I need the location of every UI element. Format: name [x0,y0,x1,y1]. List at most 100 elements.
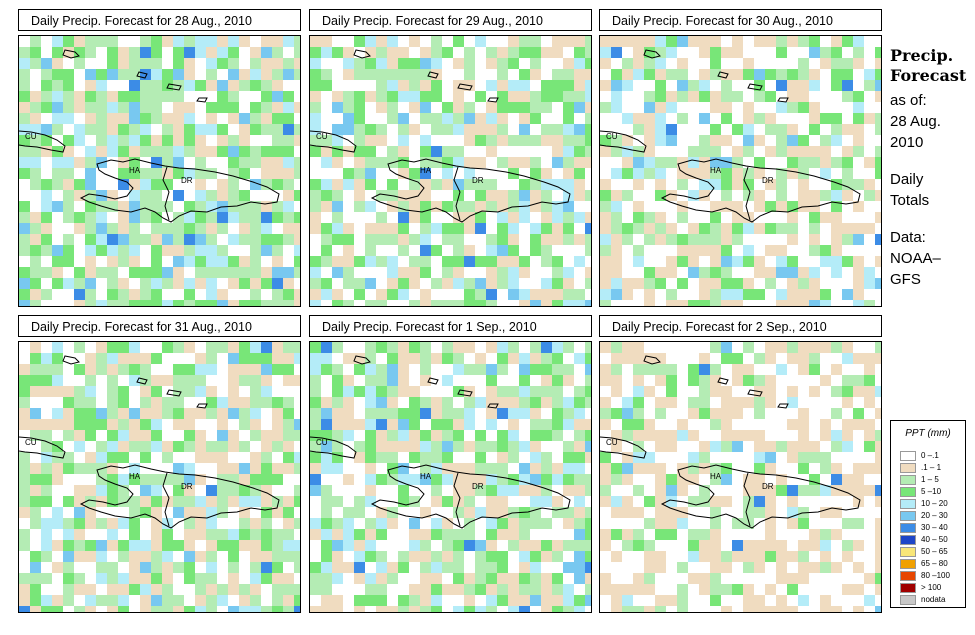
precip-cell [563,267,574,278]
precip-cell [173,507,184,518]
precip-cell [754,606,765,612]
precip-cell [864,573,875,584]
precip-cell [206,573,217,584]
precip-cell [387,408,398,419]
precip-cell [19,474,30,485]
precip-cell [85,157,96,168]
precip-cell [195,496,206,507]
precip-cell [63,386,74,397]
precip-cell [486,551,497,562]
precip-cell [776,595,787,606]
precip-cell [52,179,63,190]
precip-cell [765,606,776,612]
precip-cell [611,234,622,245]
precip-cell [853,179,864,190]
precip-cell [464,342,475,353]
precip-cell [464,289,475,300]
precip-cell [600,245,611,256]
precip-cell [30,419,41,430]
precip-cell [431,496,442,507]
precip-cell [118,408,129,419]
precip-cell [574,430,585,441]
precip-cell [655,551,666,562]
precip-cell [611,551,622,562]
precip-cell [272,573,283,584]
precip-cell [585,135,591,146]
precip-cell [310,573,321,584]
precip-cell [261,364,272,375]
precip-cell [611,47,622,58]
precip-cell [261,562,272,573]
precip-cell [721,300,732,306]
precip-cell [574,463,585,474]
precip-cell [129,234,140,245]
precip-cell [272,441,283,452]
precip-cell [151,36,162,47]
precip-cell [655,408,666,419]
precip-cell [743,135,754,146]
legend-label: 1 – 5 [921,474,939,486]
precip-cell [864,419,875,430]
precip-cell [666,386,677,397]
precip-cell [107,91,118,102]
precip-cell [677,606,688,612]
panel-title: Daily Precip. Forecast for 31 Aug., 2010 [18,315,301,337]
legend-swatch [900,547,916,557]
precip-cell [140,573,151,584]
precip-cell [431,419,442,430]
precip-cell [228,91,239,102]
precip-cell [409,441,420,452]
precip-cell [398,47,409,58]
precip-cell [321,245,332,256]
precip-cell [151,80,162,91]
precip-cell [63,551,74,562]
precip-cell [508,518,519,529]
precip-cell [184,102,195,113]
precip-cell [420,584,431,595]
precip-cell [140,474,151,485]
precip-cell [206,452,217,463]
precip-cell [206,102,217,113]
precip-cell [250,124,261,135]
precip-cell [140,58,151,69]
precip-cell [721,168,732,179]
precip-cell [283,300,294,306]
precip-cell [464,364,475,375]
precip-cell [398,562,409,573]
precip-cell [787,606,798,612]
precip-cell [787,353,798,364]
precip-cell [250,245,261,256]
precip-cell [453,573,464,584]
precip-cell [354,562,365,573]
precip-cell [129,584,140,595]
precip-cell [19,386,30,397]
precip-cell [787,441,798,452]
precip-cell [283,463,294,474]
precip-cell [41,430,52,441]
precip-cell [530,113,541,124]
precip-cell [798,342,809,353]
precip-cell [442,419,453,430]
precip-cell [497,463,508,474]
precip-cell [497,595,508,606]
precip-grid: CUHADR [19,36,300,306]
precip-cell [250,113,261,124]
precip-cell [272,157,283,168]
precip-cell [283,168,294,179]
precip-cell [875,168,881,179]
precip-cell [365,441,376,452]
precip-cell [552,223,563,234]
precip-cell [184,234,195,245]
precip-cell [765,223,776,234]
precip-cell [710,540,721,551]
precip-cell [30,353,41,364]
precip-cell [666,441,677,452]
precip-cell [754,223,765,234]
precip-cell [442,529,453,540]
precip-cell [710,234,721,245]
precip-cell [118,300,129,306]
precip-cell [677,584,688,595]
precip-cell [74,584,85,595]
precip-cell [96,551,107,562]
precip-cell [442,278,453,289]
